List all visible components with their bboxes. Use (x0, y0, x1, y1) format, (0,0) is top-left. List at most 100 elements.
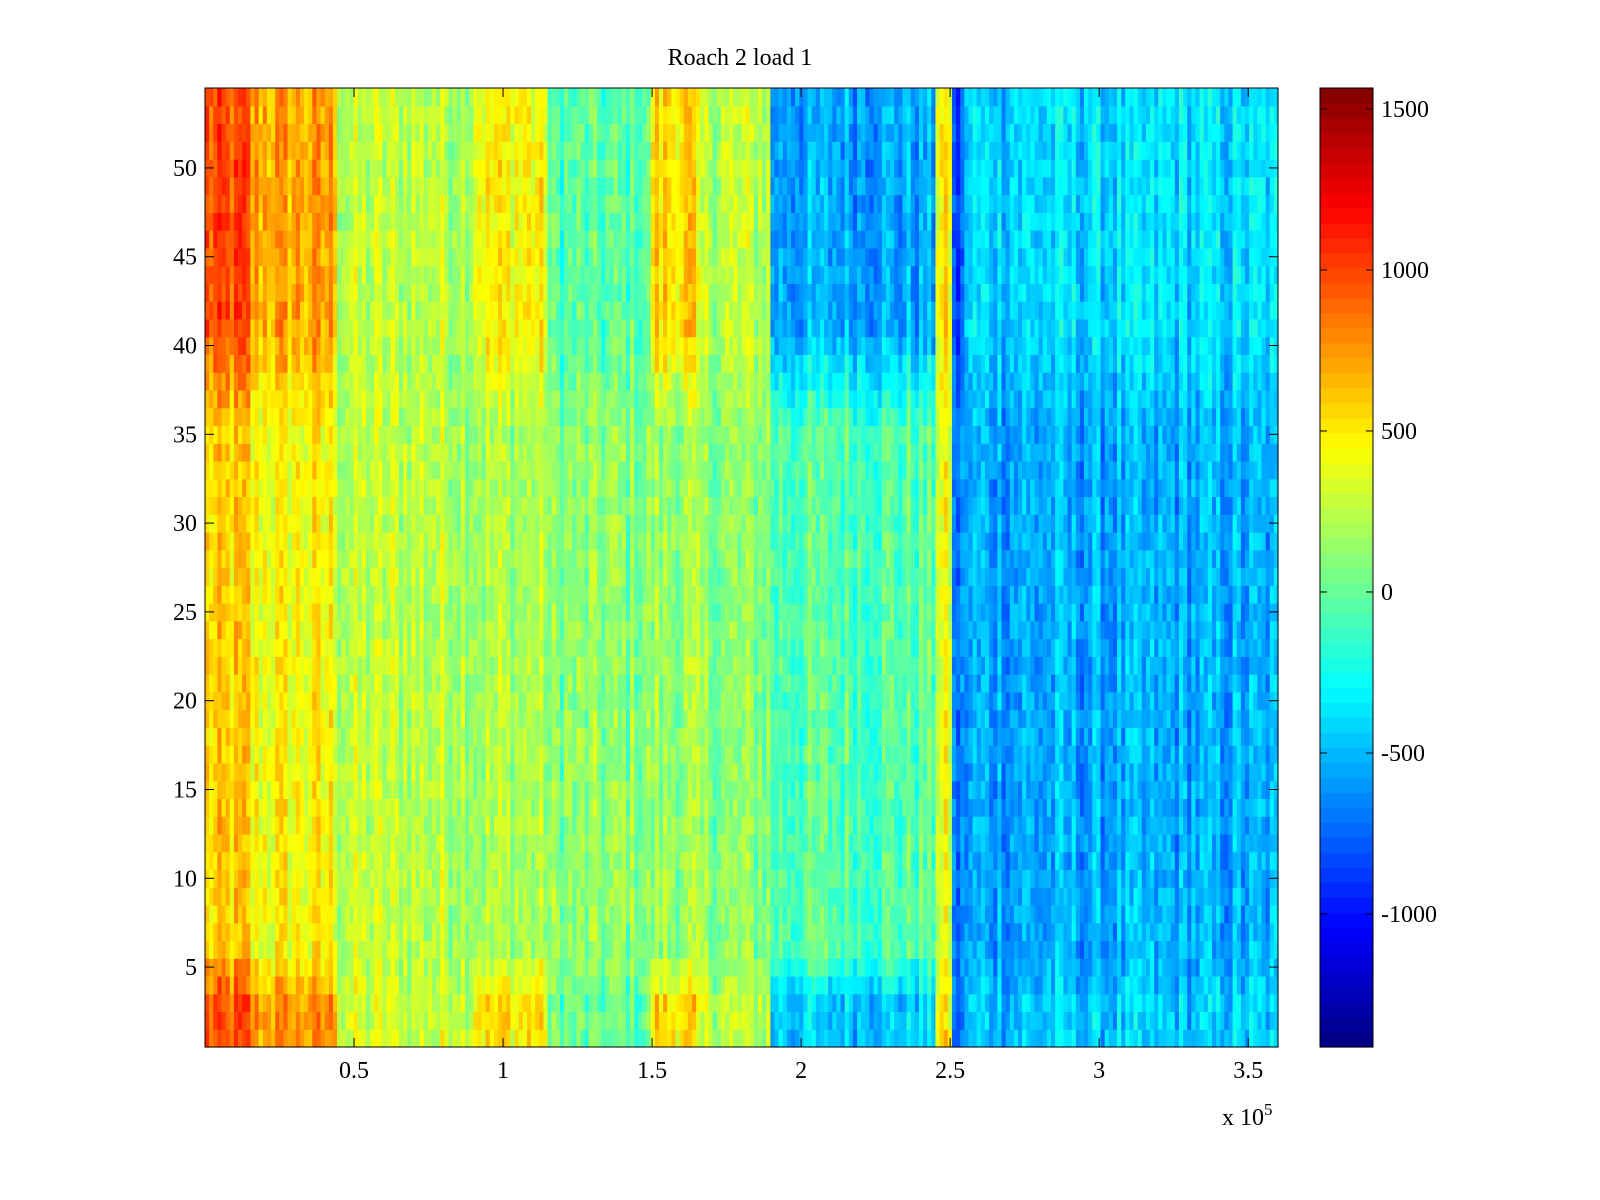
heatmap-cell (869, 993, 875, 1013)
heatmap-cell (1207, 762, 1213, 782)
heatmap-cell (873, 727, 879, 746)
heatmap-cell (683, 922, 689, 942)
heatmap-cell (1001, 1029, 1007, 1048)
heatmap-cell (308, 691, 313, 711)
heatmap-cell (712, 762, 718, 782)
heatmap-cell (1244, 993, 1250, 1013)
heatmap-cell (357, 833, 363, 853)
heatmap-cell (1244, 798, 1250, 817)
heatmap-cell (1121, 780, 1126, 799)
heatmap-cell (1046, 958, 1052, 977)
heatmap-cell (737, 762, 743, 782)
heatmap-cell (539, 887, 545, 906)
heatmap-cell (989, 762, 994, 782)
heatmap-cell (617, 904, 623, 924)
heatmap-cell (209, 745, 214, 764)
heatmap-cell (778, 975, 784, 995)
heatmap-cell (638, 762, 644, 782)
heatmap-cell (650, 709, 656, 728)
heatmap-cell (910, 762, 916, 782)
heatmap-cell (902, 851, 908, 871)
heatmap-cell (708, 833, 714, 853)
heatmap-cell (1125, 975, 1131, 995)
heatmap-cell (452, 709, 458, 728)
heatmap-cell (213, 691, 218, 711)
heatmap-cell (1125, 869, 1131, 888)
heatmap-cell (729, 798, 734, 817)
heatmap-cell (947, 745, 953, 764)
heatmap-cell (894, 762, 899, 782)
heatmap-cell (613, 709, 619, 728)
heatmap-cell (398, 1029, 404, 1048)
heatmap-cell (1220, 869, 1225, 888)
heatmap-cell (308, 727, 313, 746)
heatmap-cell (481, 762, 487, 782)
heatmap-cell (1096, 958, 1102, 977)
heatmap-cell (514, 922, 520, 942)
heatmap-cell (493, 798, 499, 817)
heatmap-cell (749, 904, 755, 924)
heatmap-cell (1261, 904, 1267, 924)
heatmap-cell (1211, 958, 1217, 977)
heatmap-cell (469, 887, 474, 906)
heatmap-cell (704, 851, 710, 871)
heatmap-cell (873, 780, 879, 799)
heatmap-cell (1133, 922, 1139, 942)
heatmap-cell (572, 780, 578, 799)
heatmap-cell (857, 958, 862, 977)
heatmap-cell (724, 869, 730, 888)
heatmap-cell (349, 940, 355, 959)
heatmap-cell (601, 745, 606, 764)
heatmap-cell (225, 958, 231, 977)
heatmap-cell (885, 904, 891, 924)
heatmap-cell (254, 922, 260, 942)
heatmap-cell (452, 993, 458, 1013)
heatmap-cell (1236, 745, 1242, 764)
heatmap-cell (741, 1011, 747, 1030)
heatmap-cell (580, 780, 586, 799)
heatmap-cell (493, 816, 499, 835)
heatmap-cell (1022, 745, 1027, 764)
heatmap-cell (943, 940, 949, 959)
heatmap-cell (427, 940, 433, 959)
heatmap-cell (254, 975, 260, 995)
heatmap-cell (526, 975, 532, 995)
heatmap-cell (465, 904, 470, 924)
heatmap-cell (1034, 922, 1040, 942)
heatmap-cell (1154, 762, 1159, 782)
heatmap-cell (407, 1029, 412, 1048)
heatmap-cell (1005, 869, 1011, 888)
heatmap-cell (444, 993, 450, 1013)
heatmap-cell (353, 780, 359, 799)
heatmap-cell (906, 745, 912, 764)
heatmap-cell (836, 904, 842, 924)
heatmap-cell (469, 851, 474, 871)
heatmap-cell (1059, 745, 1064, 764)
heatmap-cell (646, 816, 652, 835)
heatmap-cell (572, 762, 578, 782)
heatmap-cell (592, 940, 598, 959)
heatmap-cell (1129, 904, 1135, 924)
heatmap-cell (1071, 816, 1077, 835)
heatmap-cell (877, 762, 883, 782)
heatmap-cell (1038, 798, 1044, 817)
heatmap-cell (473, 904, 478, 924)
heatmap-cell (1133, 1029, 1139, 1048)
heatmap-cell (1117, 975, 1122, 995)
heatmap-cell (460, 887, 466, 906)
heatmap-cell (943, 887, 949, 906)
heatmap-cell (287, 798, 293, 817)
heatmap-cell (597, 940, 602, 959)
heatmap-cell (786, 762, 792, 782)
heatmap-cell (819, 904, 825, 924)
heatmap-cell (531, 709, 536, 728)
heatmap-cell (675, 993, 681, 1013)
heatmap-cell (229, 869, 235, 888)
heatmap-cell (374, 869, 379, 888)
heatmap-cell (1125, 833, 1131, 853)
heatmap-cell (1162, 1029, 1168, 1048)
heatmap-cell (427, 691, 433, 711)
heatmap-cell (481, 1029, 487, 1048)
heatmap-cell (1195, 869, 1201, 888)
heatmap-cell (848, 833, 854, 853)
